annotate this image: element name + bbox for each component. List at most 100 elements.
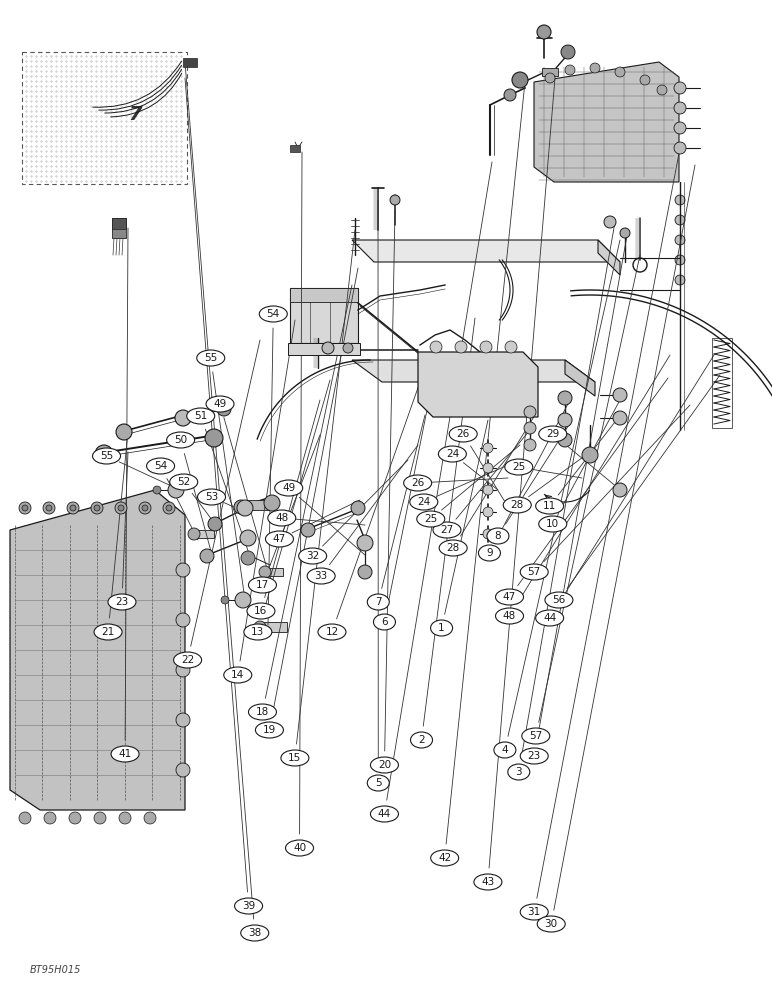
Text: 29: 29 [546, 429, 560, 439]
Text: 22: 22 [181, 655, 195, 665]
Text: 10: 10 [546, 519, 560, 529]
Circle shape [176, 763, 190, 777]
Bar [183, 58, 197, 67]
Text: 40: 40 [293, 843, 306, 853]
Text: 32: 32 [306, 551, 320, 561]
Circle shape [166, 505, 172, 511]
Text: 51: 51 [194, 411, 208, 421]
Circle shape [504, 89, 516, 101]
Bar [262, 622, 287, 632]
Text: 18: 18 [256, 707, 269, 717]
Text: 42: 42 [438, 853, 452, 863]
Ellipse shape [108, 594, 136, 610]
Bar [112, 218, 126, 229]
Ellipse shape [503, 497, 531, 513]
Circle shape [524, 406, 536, 418]
Bar [112, 218, 126, 238]
Circle shape [615, 67, 625, 77]
Ellipse shape [520, 904, 548, 920]
Ellipse shape [494, 742, 516, 758]
Ellipse shape [197, 350, 225, 366]
Text: 52: 52 [177, 477, 191, 487]
Text: 2: 2 [418, 735, 425, 745]
Ellipse shape [256, 722, 283, 738]
Circle shape [675, 235, 685, 245]
Ellipse shape [431, 850, 459, 866]
Circle shape [235, 592, 251, 608]
Ellipse shape [439, 540, 467, 556]
Circle shape [590, 63, 600, 73]
Circle shape [95, 445, 113, 463]
Circle shape [343, 343, 353, 353]
Ellipse shape [281, 750, 309, 766]
Text: 49: 49 [213, 399, 227, 409]
Bar [290, 288, 358, 302]
Circle shape [240, 530, 256, 546]
Circle shape [674, 142, 686, 154]
Circle shape [613, 388, 627, 402]
Text: 5: 5 [375, 778, 381, 788]
Text: 26: 26 [456, 429, 470, 439]
Circle shape [674, 122, 686, 134]
Circle shape [168, 482, 184, 498]
Polygon shape [288, 343, 360, 355]
Text: 44: 44 [378, 809, 391, 819]
Text: 43: 43 [481, 877, 495, 887]
Text: 53: 53 [205, 492, 218, 502]
Ellipse shape [307, 568, 335, 584]
Ellipse shape [539, 516, 567, 532]
Text: 49: 49 [282, 483, 296, 493]
Circle shape [483, 463, 493, 473]
Ellipse shape [367, 594, 389, 610]
Circle shape [561, 45, 575, 59]
Text: 30: 30 [544, 919, 558, 929]
Ellipse shape [187, 408, 215, 424]
Circle shape [620, 228, 630, 238]
Circle shape [46, 505, 52, 511]
Ellipse shape [508, 764, 530, 780]
Circle shape [118, 505, 124, 511]
Circle shape [94, 812, 106, 824]
Text: BT95H015: BT95H015 [30, 965, 81, 975]
Polygon shape [598, 240, 620, 275]
Circle shape [43, 502, 55, 514]
Text: 8: 8 [495, 531, 501, 541]
Circle shape [139, 502, 151, 514]
Circle shape [483, 507, 493, 517]
Circle shape [390, 195, 400, 205]
Circle shape [70, 505, 76, 511]
Text: 1: 1 [438, 623, 445, 633]
Circle shape [67, 502, 79, 514]
Ellipse shape [522, 728, 550, 744]
Bar [712, 338, 732, 428]
Text: 38: 38 [248, 928, 262, 938]
Ellipse shape [299, 548, 327, 564]
Circle shape [505, 341, 517, 353]
Circle shape [259, 566, 271, 578]
Text: 25: 25 [424, 514, 438, 524]
Bar [268, 568, 283, 576]
Circle shape [144, 812, 156, 824]
Ellipse shape [275, 480, 303, 496]
Ellipse shape [539, 426, 567, 442]
Ellipse shape [536, 498, 564, 514]
Circle shape [322, 342, 334, 354]
Circle shape [545, 73, 555, 83]
Text: 47: 47 [273, 534, 286, 544]
Text: 55: 55 [100, 451, 113, 461]
Ellipse shape [249, 577, 276, 593]
Text: 4: 4 [502, 745, 508, 755]
Ellipse shape [545, 592, 573, 608]
Circle shape [19, 502, 31, 514]
Circle shape [582, 447, 598, 463]
Circle shape [675, 255, 685, 265]
Circle shape [234, 500, 248, 514]
Circle shape [351, 501, 365, 515]
Circle shape [455, 341, 467, 353]
Ellipse shape [505, 459, 533, 475]
Circle shape [613, 483, 627, 497]
Text: 15: 15 [288, 753, 302, 763]
Ellipse shape [496, 589, 523, 605]
Circle shape [558, 433, 572, 447]
Text: 26: 26 [411, 478, 425, 488]
